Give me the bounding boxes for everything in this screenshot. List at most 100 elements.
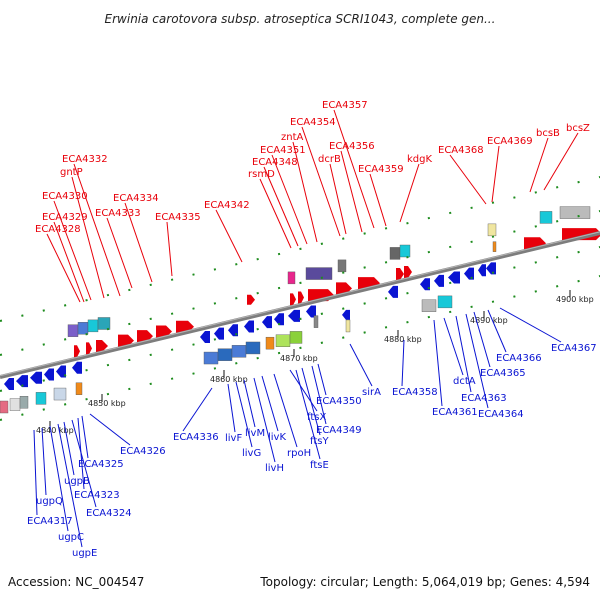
gene-label-eca4342[interactable]: ECA4342 (204, 200, 250, 211)
reverse-gene-arrow[interactable] (342, 309, 350, 320)
gene-label-ugpq[interactable]: ugpQ (36, 496, 63, 507)
gene-label-ftse[interactable]: ftsE (310, 460, 329, 471)
gene-label-eca4368[interactable]: ECA4368 (438, 145, 484, 156)
reverse-gene-arrow[interactable] (420, 278, 430, 291)
gene-label-eca4359[interactable]: ECA4359 (358, 164, 404, 175)
forward-gene-arrow[interactable] (118, 334, 134, 347)
gene-label-gntp[interactable]: gntP (60, 167, 83, 178)
reverse-gene-annotation (35, 392, 47, 405)
gene-label-znta[interactable]: zntA (281, 132, 304, 143)
gene-label-bcsz[interactable]: bcsZ (566, 123, 590, 134)
label-leader-line (433, 319, 443, 407)
reverse-gene-arrow[interactable] (72, 361, 82, 374)
gene-label-eca4350[interactable]: ECA4350 (316, 396, 362, 407)
gene-label-ftsx[interactable]: ftsX (307, 412, 326, 423)
genome-summary-text: Topology: circular; Length: 5,064,019 bp… (259, 575, 590, 589)
gene-label-sira[interactable]: sirA (362, 387, 381, 398)
gene-label-ftsy[interactable]: ftsY (310, 436, 329, 447)
forward-gene-arrow[interactable] (336, 282, 352, 295)
gene-label-eca4332[interactable]: ECA4332 (62, 154, 108, 165)
gene-label-eca4365[interactable]: ECA4365 (480, 368, 526, 379)
gene-label-eca4334[interactable]: ECA4334 (113, 193, 159, 204)
reverse-gene-arrow[interactable] (288, 309, 300, 322)
reverse-gene-annotation (19, 396, 29, 409)
gene-label-livg[interactable]: livG (242, 448, 261, 459)
gene-label-eca4357[interactable]: ECA4357 (322, 100, 368, 111)
gene-label-eca4364[interactable]: ECA4364 (478, 409, 524, 420)
gene-label-eca4317[interactable]: ECA4317 (27, 516, 73, 527)
reverse-gene-arrow[interactable] (30, 371, 42, 384)
gene-label-eca4333[interactable]: ECA4333 (95, 208, 141, 219)
gene-label-ugpe[interactable]: ugpE (72, 548, 97, 559)
forward-gene-arrow[interactable] (298, 291, 304, 304)
forward-gene-annotation (399, 244, 411, 258)
gene-label-livh[interactable]: livH (265, 463, 284, 474)
reverse-gene-arrow[interactable] (274, 313, 284, 326)
gene-label-eca4330[interactable]: ECA4330 (42, 191, 88, 202)
forward-gene-arrow[interactable] (290, 293, 296, 306)
forward-gene-annotation (287, 271, 296, 285)
gene-label-eca4324[interactable]: ECA4324 (86, 508, 132, 519)
reverse-gene-arrow[interactable] (56, 365, 66, 378)
forward-gene-arrow[interactable] (96, 339, 108, 352)
gene-label-eca4351[interactable]: ECA4351 (260, 145, 306, 156)
gene-label-eca4369[interactable]: ECA4369 (487, 136, 533, 147)
gene-label-livm[interactable]: livM (245, 428, 265, 439)
gene-label-eca4354[interactable]: ECA4354 (290, 117, 336, 128)
gene-label-livf[interactable]: livF (225, 433, 242, 444)
gene-label-rsmd[interactable]: rsmD (248, 169, 275, 180)
reverse-gene-arrow[interactable] (448, 271, 460, 284)
reverse-gene-arrow[interactable] (44, 368, 54, 381)
reverse-gene-arrow[interactable] (306, 305, 316, 318)
forward-gene-arrow[interactable] (156, 325, 172, 338)
reverse-gene-arrow[interactable] (464, 267, 474, 280)
gene-label-eca4367[interactable]: ECA4367 (551, 343, 597, 354)
gene-label-eca4323[interactable]: ECA4323 (74, 490, 120, 501)
gene-label-eca4358[interactable]: ECA4358 (392, 387, 438, 398)
gene-label-eca4335[interactable]: ECA4335 (155, 212, 201, 223)
gene-label-livk[interactable]: livK (268, 432, 286, 443)
forward-gene-arrow[interactable] (247, 294, 255, 305)
forward-gene-arrow[interactable] (74, 345, 80, 358)
reverse-gene-arrow[interactable] (262, 316, 272, 329)
upper-guide-outer (0, 176, 600, 322)
reverse-gene-arrow[interactable] (486, 262, 496, 275)
gene-label-kdgk[interactable]: kdgK (407, 154, 432, 165)
gene-label-eca4325[interactable]: ECA4325 (78, 459, 124, 470)
reverse-gene-arrow[interactable] (228, 324, 238, 337)
reverse-gene-arrow[interactable] (388, 285, 398, 298)
gene-label-eca4361[interactable]: ECA4361 (432, 407, 478, 418)
forward-gene-arrow[interactable] (404, 266, 412, 279)
reverse-gene-annotation (437, 295, 453, 309)
reverse-gene-arrow[interactable] (200, 331, 210, 343)
reverse-gene-arrow[interactable] (478, 264, 486, 277)
label-leader-line (317, 363, 327, 396)
gene-label-ugpc[interactable]: ugpC (58, 532, 84, 543)
gene-label-eca4366[interactable]: ECA4366 (496, 353, 542, 364)
gene-label-eca4328[interactable]: ECA4328 (35, 224, 81, 235)
forward-gene-arrow[interactable] (137, 330, 153, 343)
reverse-gene-annotation (275, 334, 291, 347)
reverse-gene-arrow[interactable] (214, 327, 224, 340)
label-leader-line (487, 309, 507, 353)
reverse-gene-arrow[interactable] (4, 378, 14, 391)
gene-label-rpoh[interactable]: rpoH (287, 448, 311, 459)
gene-label-dcrb[interactable]: dcrB (318, 154, 341, 165)
label-leader-line (455, 315, 472, 393)
gene-label-eca4336[interactable]: ECA4336 (173, 432, 219, 443)
gene-label-eca4326[interactable]: ECA4326 (120, 446, 166, 457)
reverse-gene-arrow[interactable] (434, 274, 444, 287)
gene-label-ugpb[interactable]: ugpB (64, 476, 90, 487)
map-title: Erwinia carotovora subsp. atroseptica SC… (105, 12, 496, 26)
forward-gene-arrow[interactable] (396, 267, 404, 280)
label-leader-line (215, 209, 243, 263)
gene-label-eca4356[interactable]: ECA4356 (329, 141, 375, 152)
gene-label-eca4329[interactable]: ECA4329 (42, 212, 88, 223)
forward-gene-arrow[interactable] (86, 342, 92, 355)
reverse-gene-arrow[interactable] (244, 320, 254, 333)
gene-label-dcta[interactable]: dctA (453, 376, 476, 387)
gene-label-eca4363[interactable]: ECA4363 (461, 393, 507, 404)
gene-label-eca4349[interactable]: ECA4349 (316, 425, 362, 436)
gene-label-bcsb[interactable]: bcsB (536, 128, 560, 139)
reverse-gene-arrow[interactable] (16, 375, 28, 388)
